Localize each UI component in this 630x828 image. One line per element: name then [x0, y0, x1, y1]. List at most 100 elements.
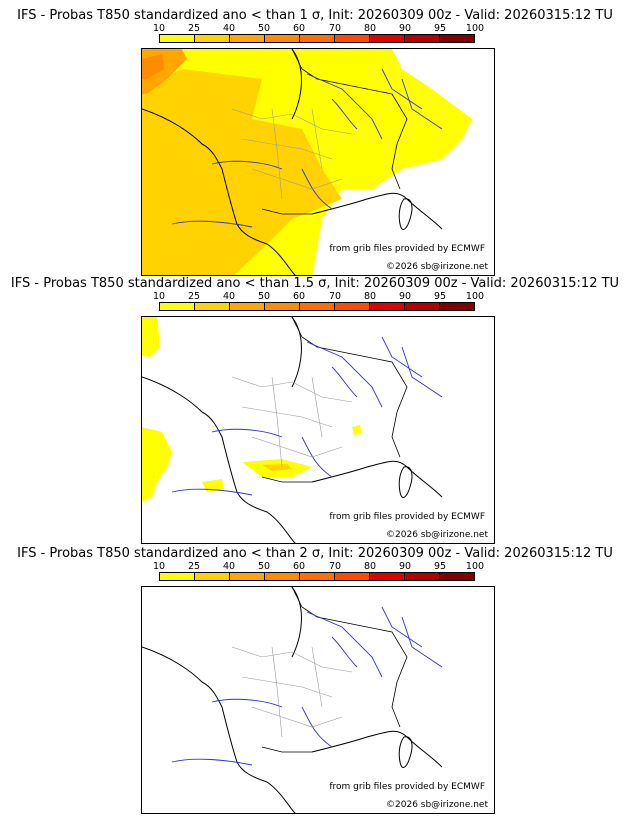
country-borders	[261, 587, 408, 753]
colorbar-segment	[405, 35, 440, 42]
colorbar-segment	[440, 573, 474, 580]
copyright: ©2026 sb@irizone.net	[386, 800, 488, 811]
admin-boundaries	[231, 376, 353, 468]
ecmwf-credit: from grib files provided by ECMWF	[329, 244, 485, 255]
tick-label: 50	[257, 561, 271, 572]
tick-label: 10	[152, 561, 166, 572]
colorbar-segment	[265, 35, 300, 42]
copyright: ©2026 sb@irizone.net	[386, 530, 488, 541]
country-borders	[261, 317, 408, 483]
colorbar-segment	[300, 573, 335, 580]
colorbar	[159, 302, 475, 311]
colorbar-segment	[195, 303, 230, 310]
colorbar-segment	[405, 573, 440, 580]
tick-label: 25	[187, 291, 201, 302]
colorbar-segment	[160, 573, 195, 580]
coastline	[142, 49, 443, 275]
colorbar-segment	[300, 303, 335, 310]
tick-label: 80	[363, 23, 377, 34]
colorbar-segment	[230, 35, 265, 42]
tick-label: 70	[328, 23, 342, 34]
colorbar-segment	[230, 303, 265, 310]
country-borders	[261, 49, 408, 215]
colorbar-ticks: 10 25 40 50 60 70 80 90 95 100	[153, 23, 484, 34]
tick-label: 80	[363, 291, 377, 302]
tick-label: 60	[292, 23, 306, 34]
prob-area-mid-2	[222, 174, 302, 214]
tick-label: 90	[398, 561, 412, 572]
admin-boundaries	[231, 108, 353, 200]
colorbar-segment	[440, 35, 474, 42]
prob-area-low	[142, 317, 160, 357]
colorbar	[159, 34, 475, 43]
prob-area-mid	[262, 464, 292, 471]
tick-label: 60	[292, 291, 306, 302]
probability-map: from grib files provided by ECMWF ©2026 …	[141, 316, 495, 544]
colorbar-segment	[370, 303, 405, 310]
probability-map: from grib files provided by ECMWF ©2026 …	[141, 586, 495, 814]
colorbar-ticks: 10 25 40 50 60 70 80 90 95 100	[153, 291, 484, 302]
tick-label: 70	[328, 291, 342, 302]
colorbar-segment	[195, 35, 230, 42]
rivers	[171, 606, 443, 766]
colorbar-segment	[440, 303, 474, 310]
tick-label: 50	[257, 291, 271, 302]
colorbar-segment	[405, 303, 440, 310]
colorbar-segment	[370, 35, 405, 42]
panel-1-sigma: IFS - Probas T850 standardized ano < tha…	[0, 8, 630, 276]
colorbar	[159, 572, 475, 581]
tick-label: 100	[465, 23, 485, 34]
prob-area-low	[352, 425, 362, 435]
coastline	[142, 587, 443, 813]
coastline-corsica	[398, 466, 413, 498]
tick-label: 100	[465, 291, 485, 302]
tick-label: 90	[398, 291, 412, 302]
rivers	[171, 68, 443, 228]
map-title: IFS - Probas T850 standardized ano < tha…	[17, 546, 613, 561]
tick-label: 95	[433, 291, 447, 302]
tick-label: 40	[222, 23, 236, 34]
tick-label: 95	[433, 561, 447, 572]
colorbar-segment	[335, 573, 370, 580]
colorbar-segment	[335, 35, 370, 42]
coastline	[142, 317, 443, 543]
coastline-corsica	[398, 736, 413, 768]
tick-label: 50	[257, 23, 271, 34]
colorbar-segment	[160, 35, 195, 42]
map-svg	[142, 49, 472, 275]
colorbar-segment	[230, 573, 265, 580]
colorbar-segment	[160, 303, 195, 310]
colorbar-segment	[370, 573, 405, 580]
tick-label: 40	[222, 291, 236, 302]
ecmwf-credit: from grib files provided by ECMWF	[329, 512, 485, 523]
prob-area-orange	[142, 54, 164, 79]
tick-label: 25	[187, 23, 201, 34]
tick-label: 90	[398, 23, 412, 34]
tick-label: 25	[187, 561, 201, 572]
panel-2-sigma: IFS - Probas T850 standardized ano < tha…	[0, 546, 630, 814]
colorbar-segment	[300, 35, 335, 42]
colorbar-ticks: 10 25 40 50 60 70 80 90 95 100	[153, 561, 484, 572]
tick-label: 100	[465, 561, 485, 572]
map-svg	[142, 317, 443, 543]
map-title: IFS - Probas T850 standardized ano < tha…	[17, 8, 613, 23]
tick-label: 10	[152, 23, 166, 34]
tick-label: 40	[222, 561, 236, 572]
tick-label: 60	[292, 561, 306, 572]
colorbar-segment	[335, 303, 370, 310]
tick-label: 10	[152, 291, 166, 302]
map-title: IFS - Probas T850 standardized ano < tha…	[10, 276, 620, 291]
tick-label: 70	[328, 561, 342, 572]
rivers	[171, 336, 443, 496]
colorbar-segment	[265, 303, 300, 310]
ecmwf-credit: from grib files provided by ECMWF	[329, 782, 485, 793]
tick-label: 95	[433, 23, 447, 34]
panel-1-5-sigma: IFS - Probas T850 standardized ano < tha…	[0, 276, 630, 544]
prob-area-low	[142, 427, 172, 502]
colorbar-segment	[265, 573, 300, 580]
probability-map: from grib files provided by ECMWF ©2026 …	[141, 48, 495, 276]
map-svg	[142, 587, 443, 813]
copyright: ©2026 sb@irizone.net	[386, 262, 488, 273]
prob-area-mid	[142, 69, 342, 275]
coastline-corsica	[398, 198, 413, 230]
